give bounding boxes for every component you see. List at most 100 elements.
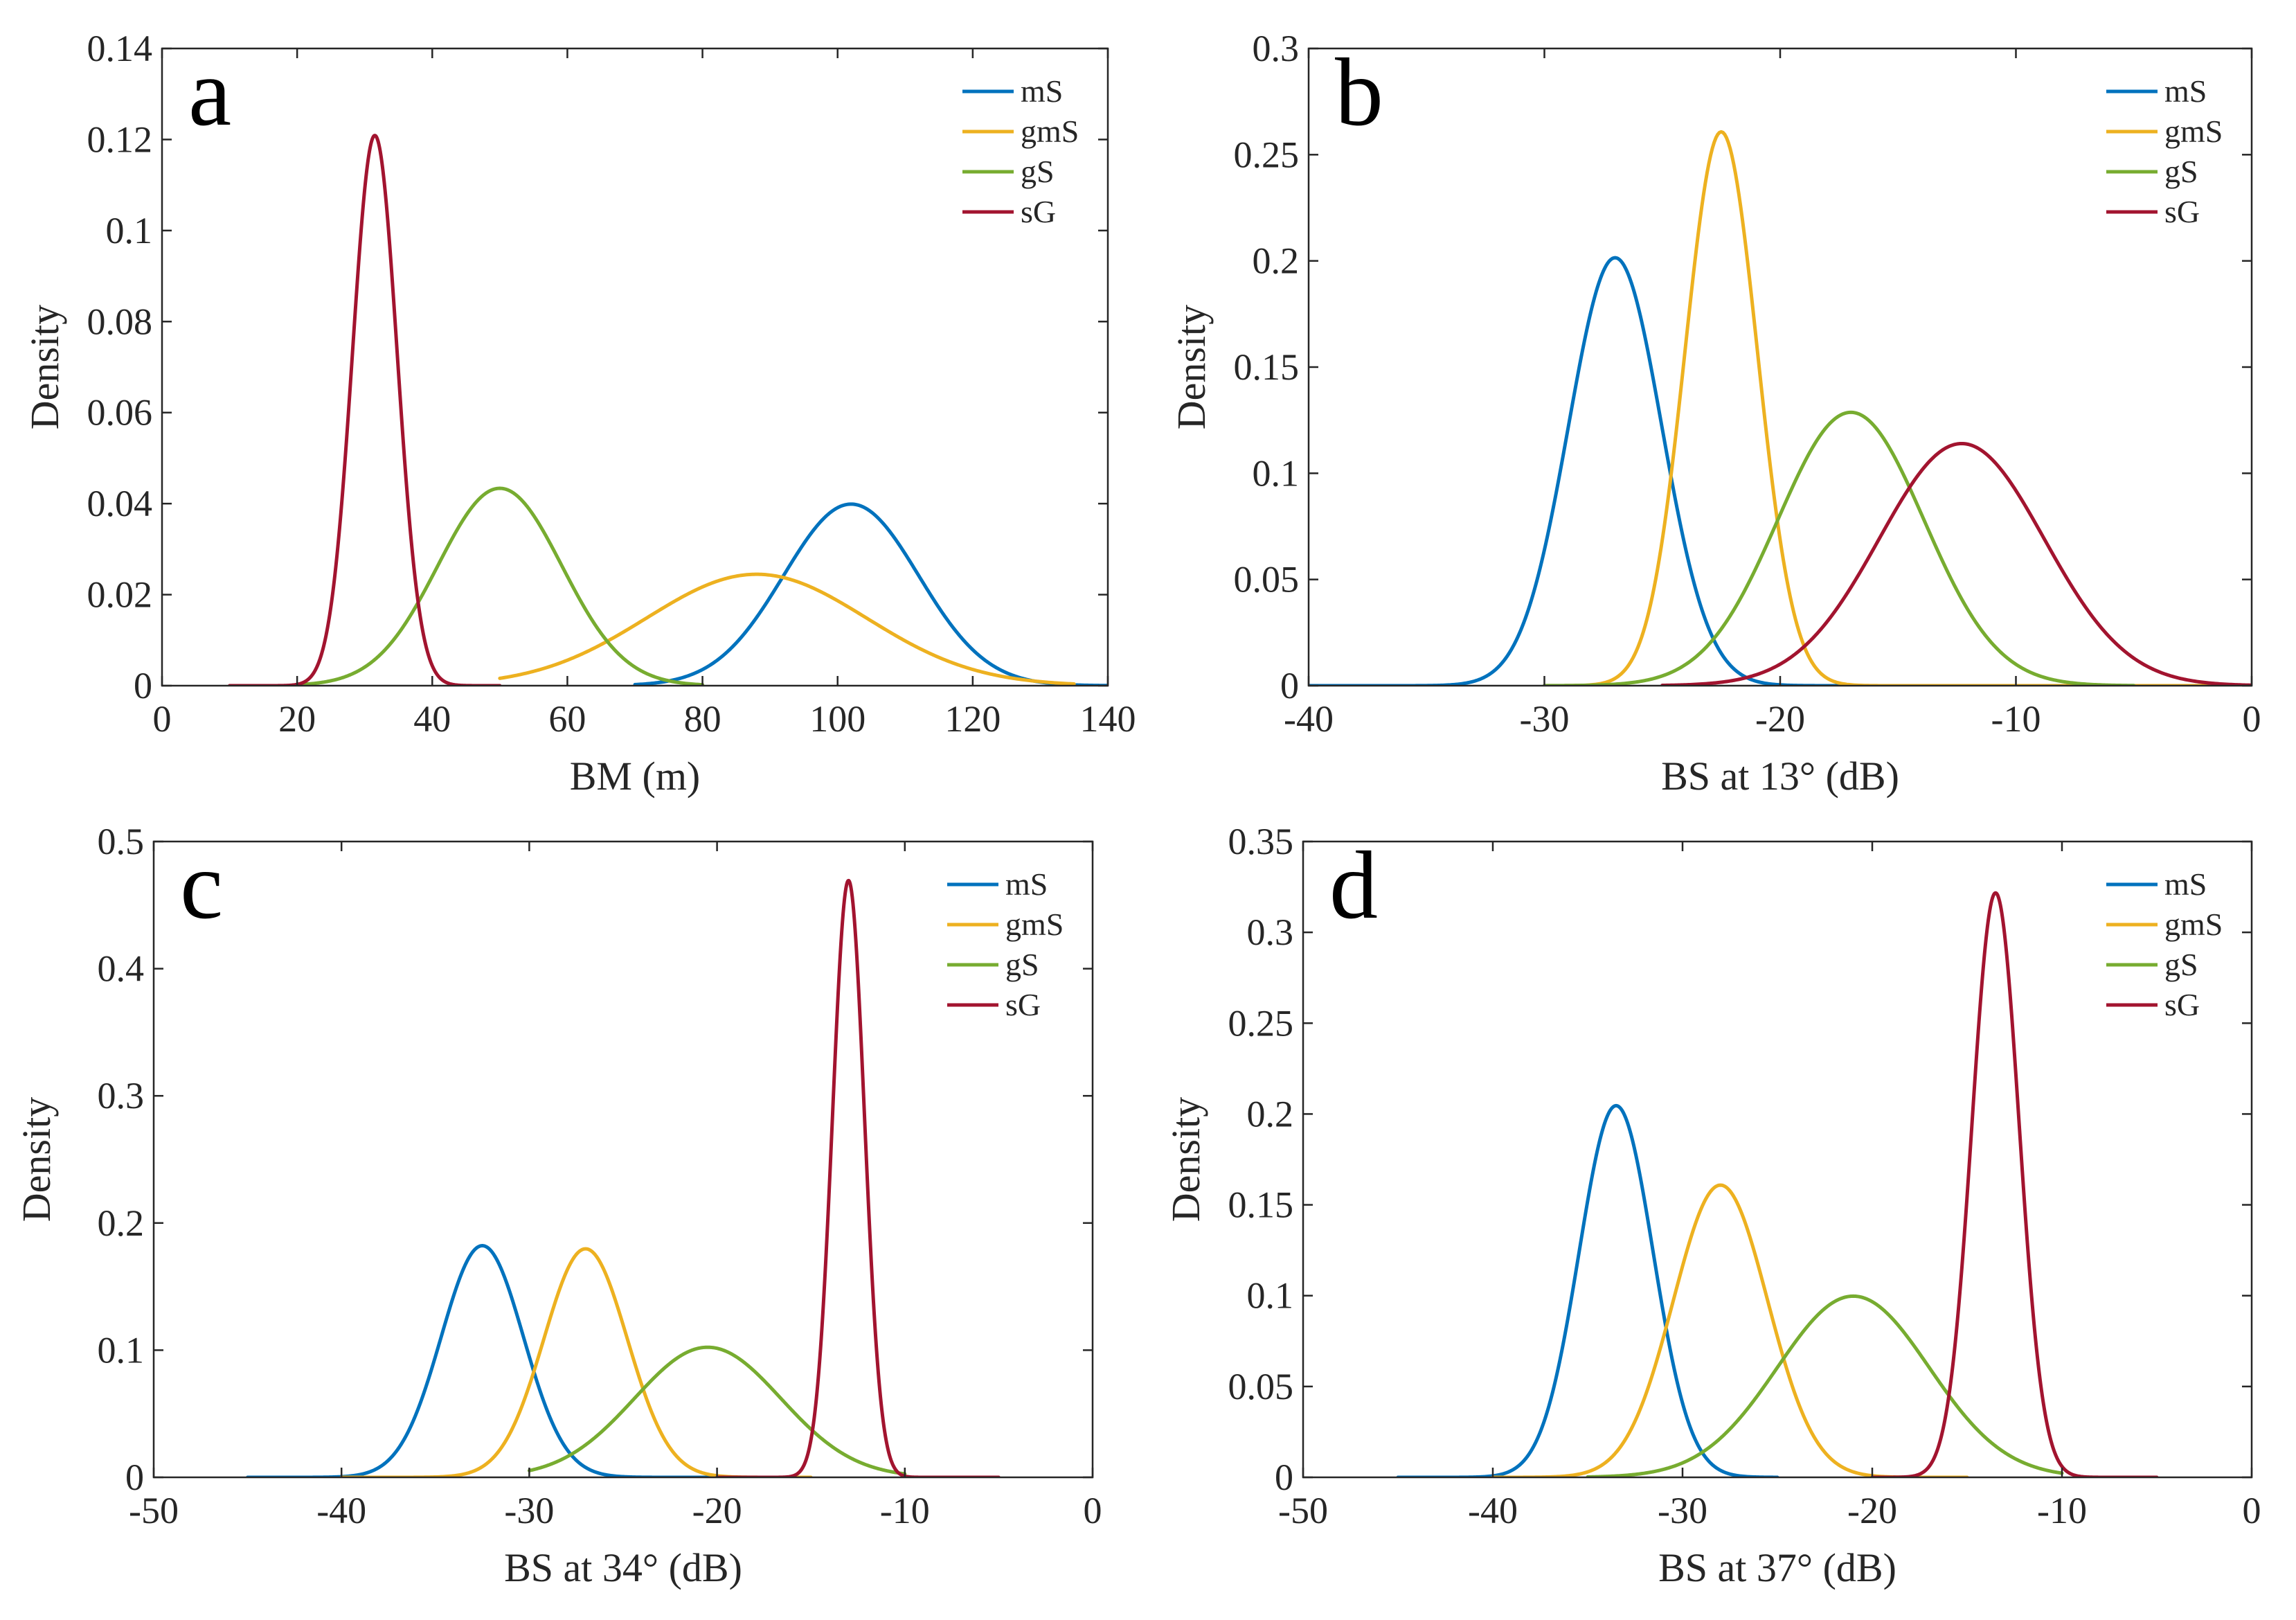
legend-label-sG: sG [2164, 194, 2200, 229]
x-tick-label: -50 [1278, 1490, 1328, 1531]
legend-label-gS: gS [1021, 154, 1055, 189]
x-tick-label: -50 [129, 1490, 179, 1531]
legend-label-mS: mS [1005, 866, 1048, 902]
legend-label-gmS: gmS [2164, 907, 2223, 942]
x-tick-label: -30 [504, 1490, 554, 1531]
y-tick-label: 0.3 [1253, 28, 1300, 69]
panel-c: -50 -40 -30 -20 -10 0 0 0.1 0.2 0.3 0.4 0.5 BS at 34… [14, 821, 1102, 1590]
y-axis-title: Density [14, 1097, 59, 1222]
y-tick-label: 0.2 [1253, 240, 1300, 282]
legend-label-gmS: gmS [2164, 114, 2223, 149]
legend: mS gmS gS sG [2106, 73, 2223, 229]
y-tick-label: 0 [125, 1457, 144, 1498]
x-tick-label: 120 [944, 698, 1001, 740]
y-tick-label: 0.2 [1247, 1093, 1294, 1134]
series-line-gmS [498, 572, 1076, 686]
legend-label-gS: gS [2164, 154, 2198, 189]
y-axis-title: Density [1163, 1097, 1208, 1222]
x-tick-label: 60 [548, 698, 586, 740]
axes-box [1302, 840, 2253, 1479]
y-tick-label: 0.3 [1247, 911, 1294, 953]
series-line-sG [1660, 441, 2252, 686]
panel-letter: d [1329, 832, 1378, 939]
series-line-sG [715, 878, 1001, 1477]
panel-a: 0 20 40 60 80 100 120 140 0 0.02 0.04 0.06 0.08 0.1 0.… [22, 28, 1136, 799]
y-tick-label: 0.1 [1247, 1275, 1294, 1317]
series-line-gS [527, 1345, 907, 1476]
y-tick-label: 0.1 [106, 210, 153, 251]
legend: mS gmS gS sG [2106, 866, 2223, 1022]
y-tick-label: 0.1 [98, 1329, 145, 1371]
y-tick-label: 0.25 [1228, 1002, 1294, 1044]
legend-label-mS: mS [2164, 73, 2207, 109]
series-line-gmS [1543, 130, 2252, 686]
x-tick-label: -10 [1991, 698, 2041, 740]
x-tick-label: 0 [2243, 698, 2261, 740]
x-axis-title: BS at 34° (dB) [504, 1545, 742, 1590]
legend: mS gmS gS sG [962, 73, 1079, 229]
y-tick-label: 0.02 [87, 574, 153, 616]
y-tick-label: 0.04 [87, 483, 153, 524]
x-tick-label: 0 [153, 698, 172, 740]
y-tick-label: 0.25 [1234, 134, 1300, 175]
legend-label-gmS: gmS [1021, 114, 1079, 149]
y-tick-label: 0 [134, 665, 152, 706]
x-tick-label: 100 [809, 698, 866, 740]
y-tick-label: 0.14 [87, 28, 153, 69]
axes-box [152, 840, 1094, 1479]
panel-letter: a [188, 39, 231, 146]
panel-b: -40 -30 -20 -10 0 0 0.05 0.1 0.15 0.2 0.25 0.3 BS at… [1169, 28, 2261, 799]
y-tick-label: 0 [1275, 1457, 1293, 1498]
legend-label-gmS: gmS [1005, 907, 1064, 942]
y-axis-title: Density [22, 305, 67, 429]
x-tick-label: 140 [1080, 698, 1136, 740]
y-tick-label: 0.3 [98, 1075, 145, 1116]
legend-label-sG: sG [1005, 987, 1041, 1022]
axes-box [161, 47, 1109, 687]
y-tick-label: 0 [1280, 665, 1299, 706]
x-tick-label: -40 [316, 1490, 366, 1531]
x-tick-label: 0 [2243, 1490, 2261, 1531]
y-tick-label: 0.2 [98, 1202, 145, 1244]
series-line-gS [1543, 410, 2136, 686]
legend: mS gmS gS sG [947, 866, 1064, 1022]
legend-label-mS: mS [1021, 73, 1063, 109]
legend-label-sG: sG [2164, 987, 2200, 1022]
y-tick-label: 0.5 [98, 821, 145, 862]
y-tick-label: 0.15 [1234, 346, 1300, 388]
x-axis-title: BS at 37° (dB) [1658, 1545, 1896, 1590]
x-tick-label: -20 [692, 1490, 742, 1531]
x-tick-label: -20 [1755, 698, 1805, 740]
y-tick-label: 0.15 [1228, 1184, 1294, 1226]
x-tick-label: -30 [1658, 1490, 1707, 1531]
x-tick-label: 40 [413, 698, 451, 740]
y-tick-label: 0.08 [87, 301, 153, 342]
y-tick-label: 0.12 [87, 118, 153, 160]
x-tick-label: -30 [1520, 698, 1570, 740]
legend-label-gS: gS [1005, 947, 1039, 982]
x-tick-label: -40 [1284, 698, 1334, 740]
series-line-gS [1586, 1294, 2064, 1477]
y-tick-label: 0.4 [98, 948, 145, 990]
x-tick-label: 80 [684, 698, 721, 740]
x-tick-label: -10 [880, 1490, 930, 1531]
legend-label-sG: sG [1021, 194, 1056, 229]
y-tick-label: 0.35 [1228, 821, 1294, 862]
legend-label-gS: gS [2164, 947, 2198, 982]
x-tick-label: 0 [1084, 1490, 1102, 1531]
x-tick-label: -40 [1468, 1490, 1518, 1531]
panel-letter: c [180, 832, 223, 939]
x-tick-label: 20 [278, 698, 316, 740]
x-tick-label: -20 [1847, 1490, 1897, 1531]
panel-d: -50 -40 -30 -20 -10 0 0 0.05 0.1 0.15 0.2 0.25 0.3 0.… [1163, 821, 2261, 1590]
series-line-gS [295, 486, 705, 686]
y-tick-label: 0.06 [87, 392, 153, 434]
y-tick-label: 0.05 [1234, 559, 1300, 600]
legend-label-mS: mS [2164, 866, 2207, 902]
x-axis-title: BM (m) [570, 754, 701, 799]
x-tick-label: -10 [2037, 1490, 2087, 1531]
x-axis-title: BS at 13° (dB) [1661, 754, 1899, 799]
y-tick-label: 0.1 [1253, 452, 1300, 494]
